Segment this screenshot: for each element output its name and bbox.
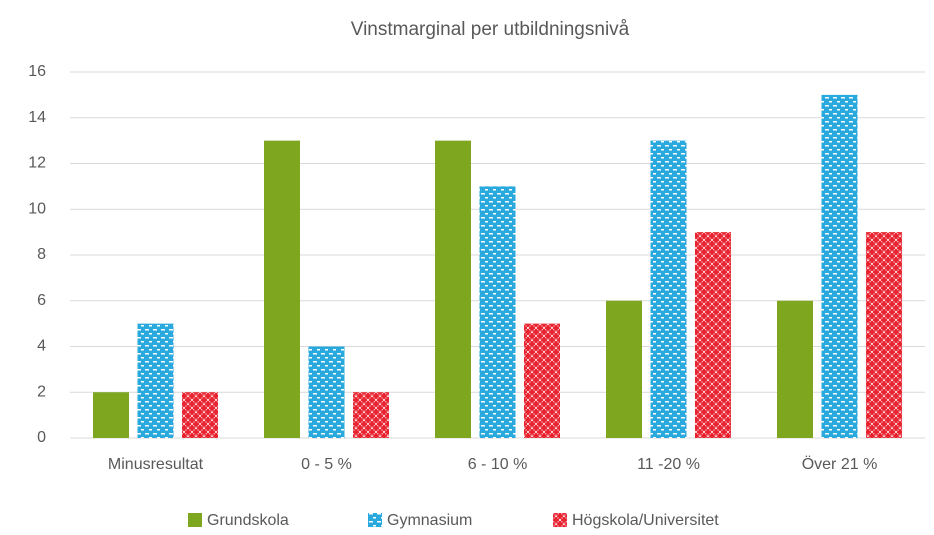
bar	[695, 232, 731, 438]
x-tick-label: 11 -20 %	[637, 456, 700, 473]
legend-label: Högskola/Universitet	[572, 512, 719, 529]
y-tick-label: 4	[37, 338, 46, 355]
bar	[650, 140, 687, 438]
y-tick-label: 10	[28, 200, 46, 217]
bar	[93, 392, 129, 438]
bar	[479, 186, 516, 438]
bar	[435, 140, 471, 438]
y-tick-label: 8	[37, 246, 46, 263]
legend-label: Grundskola	[207, 512, 289, 529]
x-tick-label: 6 - 10 %	[468, 456, 528, 473]
bar	[308, 346, 345, 438]
legend-swatch	[368, 513, 382, 527]
bar	[866, 232, 902, 438]
y-tick-label: 14	[28, 109, 46, 126]
y-tick-label: 2	[37, 383, 46, 400]
y-tick-label: 12	[28, 155, 46, 172]
chart-title: Vinstmarginal per utbildningsnivå	[351, 19, 630, 40]
legend-swatch	[553, 513, 567, 527]
bar	[606, 300, 642, 438]
legend-label: Gymnasium	[387, 512, 472, 529]
bar	[353, 392, 389, 438]
y-tick-label: 6	[37, 292, 46, 309]
bar	[137, 323, 174, 438]
x-tick-label: Över 21 %	[802, 455, 878, 473]
bar	[264, 140, 300, 438]
legend-swatch	[188, 513, 202, 527]
x-tick-label: Minusresultat	[108, 456, 204, 473]
x-tick-label: 0 - 5 %	[301, 456, 352, 473]
bar	[777, 300, 813, 438]
y-tick-label: 16	[28, 63, 46, 80]
bar	[182, 392, 218, 438]
bar	[821, 94, 858, 438]
y-tick-label: 0	[37, 429, 46, 446]
bar	[524, 323, 560, 438]
